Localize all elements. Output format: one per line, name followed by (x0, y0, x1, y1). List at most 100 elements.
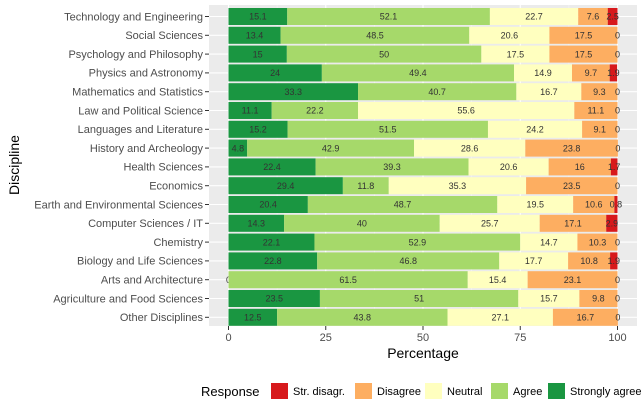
bar-segment (286, 45, 482, 63)
bar-segment (228, 290, 320, 307)
y-tick-label: Arts and Architecture (101, 275, 203, 287)
bar-segment (520, 233, 578, 251)
bar-segment (499, 252, 569, 270)
data-label: 14.7 (540, 237, 558, 247)
data-label: 24.2 (526, 125, 544, 135)
legend-label: Neutral (447, 386, 482, 398)
legend-swatch (425, 383, 442, 399)
bar-segment (228, 214, 285, 232)
bar-segment (581, 83, 618, 101)
data-label: 1.7 (608, 162, 621, 172)
data-label: 16.7 (540, 87, 558, 97)
data-label: 19.5 (526, 200, 544, 210)
bar-segment (582, 120, 618, 138)
bar-segment (571, 64, 610, 82)
bar-segment (388, 177, 527, 195)
y-axis-title: Discipline (6, 135, 22, 195)
y-tick-label: Mathematics and Statistics (72, 87, 203, 99)
bar-segment (277, 308, 448, 326)
bar-segment (228, 177, 343, 195)
bar-segment (607, 8, 618, 25)
x-axis-title: Percentage (387, 345, 459, 361)
data-label: 15 (253, 49, 263, 59)
x-tick-label: 50 (417, 332, 429, 344)
data-label: 2.5 (606, 12, 619, 22)
bar-segment (610, 252, 618, 270)
data-label: 35.3 (449, 181, 467, 191)
data-label: 22.8 (264, 256, 282, 266)
data-label: 40 (357, 219, 367, 229)
y-tick-label: Languages and Literature (78, 124, 203, 136)
data-label: 10.8 (580, 256, 598, 266)
bar-segment (609, 64, 618, 82)
bar-segment (280, 26, 470, 44)
x-tick-label: 75 (514, 332, 526, 344)
data-label: 0 (615, 49, 620, 59)
data-label: 15.4 (489, 275, 507, 285)
data-label: 27.1 (491, 313, 509, 323)
bar-segment (439, 214, 540, 232)
data-label: 0 (615, 294, 620, 304)
bar-segment (228, 196, 308, 213)
bar-segment (579, 290, 618, 307)
bar-segment (284, 214, 440, 232)
bar-segment (568, 252, 611, 270)
bar-segment (228, 158, 316, 176)
data-label: 49.4 (409, 68, 427, 78)
legend-swatch (271, 383, 288, 399)
y-tick-label: History and Archeology (90, 143, 204, 155)
bar-segment (525, 139, 618, 157)
data-label: 17.5 (575, 31, 593, 41)
bar-segment (321, 64, 515, 82)
data-label: 14.3 (248, 219, 266, 229)
y-tick-label: Law and Political Science (78, 105, 203, 117)
y-tick-label: Agriculture and Food Sciences (53, 293, 203, 305)
bar-segment (228, 8, 288, 25)
bar-segment (518, 290, 580, 307)
legend-label: Strongly agree (570, 386, 642, 398)
bar-segment (614, 196, 618, 213)
bar-segment (516, 83, 582, 101)
y-tick-label: Earth and Environmental Sciences (34, 199, 203, 211)
data-label: 0 (615, 275, 620, 285)
data-label: 0 (615, 313, 620, 323)
data-label: 20.4 (259, 200, 277, 210)
data-label: 14.9 (534, 68, 552, 78)
bar-segment (610, 158, 618, 176)
bar-segment (467, 271, 528, 289)
data-label: 22.1 (263, 237, 281, 247)
data-label: 9.3 (593, 87, 606, 97)
legend: Response Str. disagr. Disagree Neutral Agree… (201, 383, 642, 399)
data-label: 12.5 (244, 313, 262, 323)
data-label: 48.5 (366, 31, 384, 41)
data-label: 10.6 (585, 200, 603, 210)
bar-segment (315, 158, 469, 176)
bar-segment (577, 233, 618, 251)
data-label: 52.1 (380, 12, 398, 22)
bar-segment (552, 308, 618, 326)
bar-segment (358, 83, 517, 101)
legend-title: Response (201, 384, 260, 399)
bar-segment (548, 158, 611, 176)
bar-segment (606, 214, 618, 232)
bar-segment (468, 158, 549, 176)
x-tick-label: 100 (608, 332, 626, 344)
data-label: 11.8 (357, 181, 374, 191)
data-label: 16 (575, 162, 585, 172)
y-tick-label: Psychology and Philosophy (68, 49, 203, 61)
data-label: 13.4 (246, 31, 264, 41)
bar-segment (228, 139, 248, 157)
data-label: 23.5 (265, 294, 283, 304)
data-label: 9.8 (592, 294, 605, 304)
bar-segment (414, 139, 526, 157)
bar-segment (342, 177, 389, 195)
data-label: 15.1 (249, 12, 267, 22)
y-tick-label: Other Disciplines (120, 312, 204, 324)
y-tick-labels: Technology and Engineering Social Science… (34, 11, 209, 324)
data-label: 11.1 (587, 106, 604, 116)
data-label: 23.8 (563, 143, 581, 153)
y-tick-label: Biology and Life Sciences (77, 256, 203, 268)
data-label: 24 (270, 68, 280, 78)
data-label: 7.6 (587, 12, 600, 22)
